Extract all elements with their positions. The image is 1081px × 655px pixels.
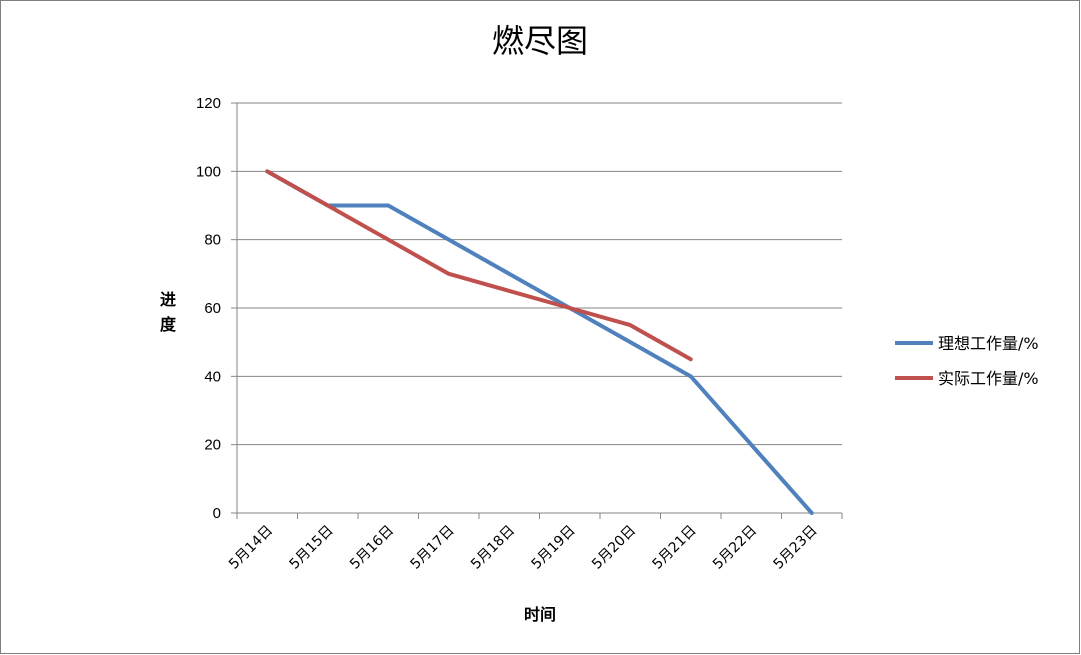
legend-label-1: 理想工作量/% (938, 334, 1039, 353)
y-tick-labels: 0 20 40 60 80 100 120 (196, 95, 221, 522)
series-line-2 (265, 169, 693, 362)
y-tick-label: 80 (204, 232, 221, 249)
y-tick-label: 0 (213, 505, 221, 522)
x-axis-label: 时间 (524, 605, 556, 624)
chart-title: 燃尽图 (492, 22, 588, 60)
series-lines (265, 169, 814, 515)
y-axis-label-1: 进 (160, 290, 176, 309)
y-tick-label: 100 (196, 163, 221, 180)
gridlines (237, 102, 842, 446)
y-tick-label: 40 (204, 368, 221, 385)
series-line-1 (265, 169, 814, 515)
y-axis-label-2: 度 (160, 315, 177, 334)
legend-label-2: 实际工作量/% (938, 369, 1039, 388)
legend: 理想工作量/% 实际工作量/% (895, 334, 1039, 388)
axes (231, 102, 843, 519)
y-tick-label: 60 (204, 300, 221, 317)
y-tick-label: 120 (196, 95, 221, 112)
y-tick-label: 20 (204, 437, 221, 454)
